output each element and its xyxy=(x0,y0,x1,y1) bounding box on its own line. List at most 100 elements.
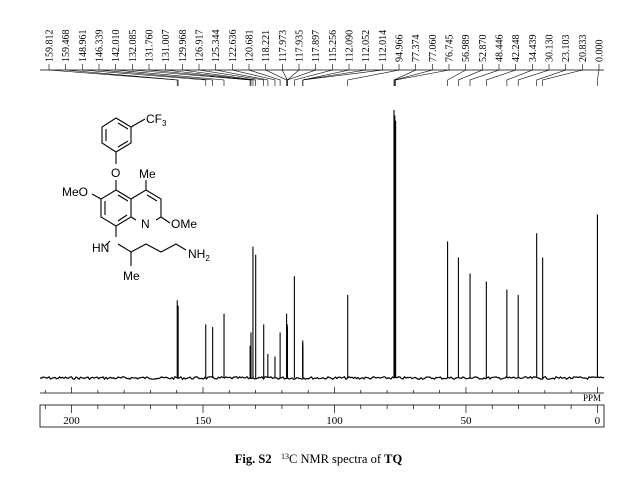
isotope-mass: 13 xyxy=(280,452,289,461)
spectrum-plot-area xyxy=(39,110,605,381)
axis-tick-label: 100 xyxy=(326,415,343,427)
peak-shift-label: 56.989 xyxy=(461,35,472,63)
nh2-label: NH2 xyxy=(188,247,210,263)
peak-shift-label: 122.636 xyxy=(228,30,239,63)
peak-label-connector xyxy=(506,64,533,86)
peak-label-connector xyxy=(148,64,252,86)
peak-label-connector xyxy=(395,64,450,86)
peak-label-connector xyxy=(536,64,567,86)
peak-label-connector xyxy=(132,64,251,86)
peak-shift-label: 48.446 xyxy=(495,35,506,63)
peak-shift-label: 20.833 xyxy=(578,35,589,63)
peak-label-connector xyxy=(469,64,500,86)
ppm-axis: PPM 200 150 100 50 0 xyxy=(39,387,605,428)
bond xyxy=(146,194,158,202)
peak-shift-label: 159.812 xyxy=(45,30,56,63)
bond xyxy=(160,216,171,224)
bond xyxy=(91,193,102,200)
axis-box xyxy=(39,404,605,428)
peak-label-connector xyxy=(215,64,269,86)
peak-shift-label: 52.870 xyxy=(478,35,489,63)
bond xyxy=(130,118,146,128)
peak-shift-label: 129.968 xyxy=(178,30,189,63)
bond xyxy=(117,122,129,130)
peak-shift-label: 146.339 xyxy=(95,30,106,63)
spectrum-baseline xyxy=(39,375,605,381)
bond xyxy=(117,140,129,148)
peak-label-connector xyxy=(294,64,333,86)
peak-shift-label: 120.681 xyxy=(245,30,256,63)
figure-number: Fig. S2 xyxy=(234,452,272,466)
peak-label-connector xyxy=(394,64,433,86)
peak-shift-label: 30.130 xyxy=(545,35,556,63)
peak-shift-label: 115.256 xyxy=(328,30,339,62)
bond xyxy=(117,214,128,222)
peak-label-connector xyxy=(485,64,517,86)
peak-shift-label: 159.468 xyxy=(61,30,72,63)
peak-shift-label: 126.917 xyxy=(195,30,206,63)
peak-label-layer: 159.812 159.468 148.961 146.339 142.010 132.0… xyxy=(40,30,606,86)
peak-label-connector xyxy=(347,64,400,86)
peak-label-connector xyxy=(248,64,281,86)
peak-shift-label: 131.760 xyxy=(145,30,156,63)
peak-shift-label: 117.935 xyxy=(295,30,306,62)
methyl-bottom-label: Me xyxy=(123,269,140,283)
peak-shift-label: 131.007 xyxy=(161,30,172,63)
peak-label-connector xyxy=(458,64,483,86)
side-chain xyxy=(117,243,187,253)
peak-label-connector xyxy=(82,64,207,86)
axis-tick-label: 0 xyxy=(595,415,601,427)
methoxy-left-label: MeO xyxy=(62,185,88,199)
peak-label-connector xyxy=(597,64,600,86)
peak-label-connector xyxy=(302,64,383,86)
bond xyxy=(104,240,111,247)
peak-shift-label: 112.090 xyxy=(345,30,356,62)
peak-shift-label: 0.000 xyxy=(595,40,606,63)
axis-tick-label: 50 xyxy=(460,415,472,427)
peak-label-connector xyxy=(286,64,300,86)
peak-shift-label: 117.973 xyxy=(278,30,289,62)
peak-label-connector xyxy=(65,64,179,86)
peak-shift-label: 118.221 xyxy=(261,30,272,62)
axis-tick-label: 200 xyxy=(63,415,80,427)
peak-label-connector xyxy=(98,64,213,86)
peak-label-connector xyxy=(542,64,583,86)
quinoline-pyridine-ring xyxy=(130,189,162,221)
peak-label-connector xyxy=(182,64,256,86)
caption-text: NMR spectra of xyxy=(297,452,385,466)
peak-label-connector xyxy=(517,64,550,86)
peak-shift-label: 34.439 xyxy=(528,35,539,63)
figure-caption: Fig. S2 13C NMR spectra of TQ xyxy=(0,452,637,467)
peak-shift-label: 42.248 xyxy=(511,35,522,63)
peak-shift-label: 23.103 xyxy=(561,35,572,63)
peak-label-connector xyxy=(115,64,225,86)
methyl-top-label: Me xyxy=(139,167,156,181)
peak-label-connector xyxy=(48,64,178,86)
axis-tick-label: 150 xyxy=(195,415,212,427)
peak-label-connector xyxy=(393,64,417,86)
peak-shift-label: 112.052 xyxy=(361,30,372,62)
ring-n-label: N xyxy=(141,217,150,231)
peak-shift-label: 125.344 xyxy=(211,30,222,63)
peak-label-connector xyxy=(287,64,317,86)
peak-label-connector xyxy=(265,64,287,86)
compound-name: TQ xyxy=(384,452,403,466)
peak-label-connector xyxy=(165,64,254,86)
peak-shift-label: 148.961 xyxy=(78,30,89,63)
peak-shift-label: 77.374 xyxy=(411,35,422,63)
peak-shift-label: 132.085 xyxy=(128,30,139,63)
peak-shift-label: 112.014 xyxy=(378,30,389,62)
bond xyxy=(130,216,137,221)
peak-shift-label: 77.060 xyxy=(428,35,439,63)
axis-unit-label: PPM xyxy=(583,393,601,403)
chemical-structure-tq: CF3 O Me MeO N OMe HN NH2 Me xyxy=(62,112,210,283)
isotope-element: C xyxy=(288,452,298,466)
hn-label: HN xyxy=(92,241,109,255)
methoxy-right-label: OMe xyxy=(171,217,197,231)
peak-shift-label: 117.897 xyxy=(311,30,322,62)
peak-shift-label: 142.010 xyxy=(111,30,122,63)
cf3-label: CF3 xyxy=(146,112,167,128)
peak-label-connector xyxy=(232,64,276,86)
ether-o-label: O xyxy=(111,166,120,180)
